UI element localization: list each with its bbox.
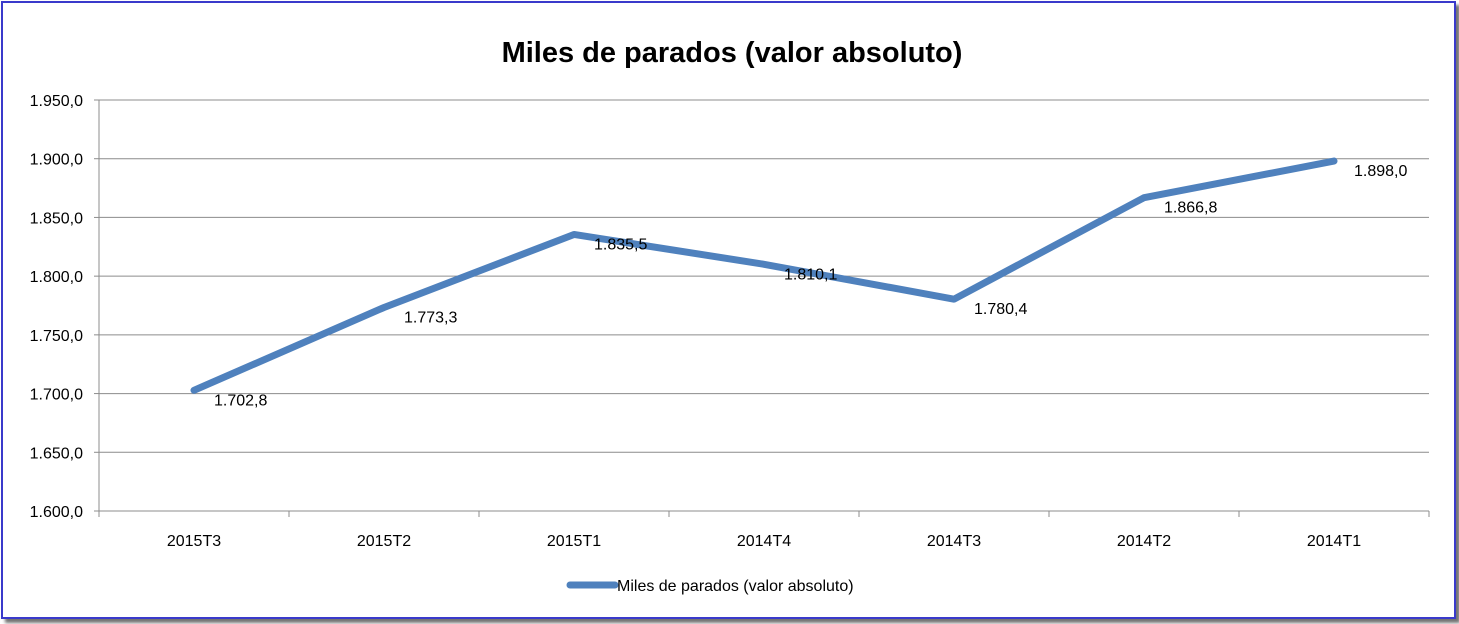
y-tick-label: 1.850,0 [30, 210, 83, 227]
chart-title: Miles de parados (valor absoluto) [502, 37, 963, 69]
y-axis-ticks: 1.600,0 1.650,0 1.700,0 1.750,0 1.800,0 1.850… [30, 93, 83, 521]
y-tick-label: 1.950,0 [30, 93, 83, 110]
series-group [190, 157, 1338, 394]
data-label: 1.780,4 [974, 301, 1027, 318]
x-tick-label: 2015T2 [357, 533, 411, 550]
x-tick-label: 2014T1 [1307, 533, 1361, 550]
legend-label: Miles de parados (valor absoluto) [617, 578, 854, 595]
data-labels: 1.702,8 1.773,3 1.835,5 1.810,1 1.780,4 1.866… [214, 163, 1407, 409]
data-label: 1.835,5 [594, 236, 647, 253]
gridlines [99, 99, 1429, 453]
y-tick-label: 1.800,0 [30, 269, 83, 286]
axes [94, 99, 1430, 517]
line-chart: Miles de parados (valor absoluto) 1.600,… [30, 37, 1430, 595]
legend: Miles de parados (valor absoluto) [566, 578, 854, 595]
x-tick-label: 2015T3 [167, 533, 221, 550]
x-axis-ticks: 2015T3 2015T2 2015T1 2014T4 2014T3 2014T2 2014… [167, 533, 1361, 550]
y-tick-label: 1.650,0 [30, 445, 83, 462]
data-label: 1.898,0 [1354, 163, 1407, 180]
x-tick-label: 2014T4 [737, 533, 791, 550]
x-tick-label: 2014T2 [1117, 533, 1171, 550]
y-tick-label: 1.750,0 [30, 328, 83, 345]
data-label: 1.773,3 [404, 309, 457, 326]
x-tick-label: 2014T3 [927, 533, 981, 550]
x-tick-label: 2015T1 [547, 533, 601, 550]
y-tick-label: 1.900,0 [30, 152, 83, 169]
data-label: 1.810,1 [784, 266, 837, 283]
y-tick-label: 1.700,0 [30, 387, 83, 404]
data-label: 1.702,8 [214, 392, 267, 409]
data-label: 1.866,8 [1164, 200, 1217, 217]
series-line [190, 157, 1338, 394]
y-tick-label: 1.600,0 [30, 504, 83, 521]
